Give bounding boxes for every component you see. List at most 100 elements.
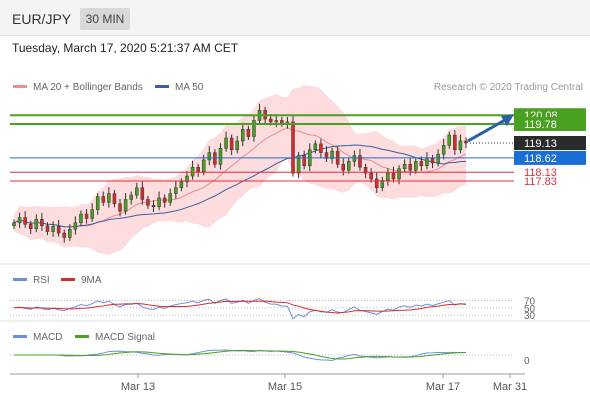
candle-body [386,172,390,181]
candle-body [246,128,251,137]
ma50-line [13,144,467,228]
candle-body [441,145,446,155]
candle-body [196,167,200,172]
pivot-tag-text: 118.62 [524,153,557,165]
candle-body [90,209,94,219]
candle-body [179,181,184,188]
candle-body [447,134,452,146]
candle-body [123,199,128,212]
x-tick-label: Mar 17 [426,381,460,393]
candle-body [73,222,78,230]
candle-body [453,134,457,150]
candle-body [374,178,379,188]
resistance-tag-2: 119.78 [514,116,586,131]
candle-body [313,143,318,150]
candle-body [296,155,301,174]
current-price-tag: 119.13 [514,135,586,150]
candle-body [51,226,55,232]
current-price-tag-box [514,135,586,150]
level-lines [10,114,514,182]
macd-signal-legend-swatch [75,335,89,338]
candle-body [162,197,167,203]
ma50-legend-label: MA 50 [175,82,204,93]
candle-body [101,196,106,203]
resistance-tag-2-text: 119.78 [524,119,557,131]
candle-body [135,187,139,196]
candle-body [430,158,435,164]
candle-body [280,120,284,124]
candle-body [341,164,345,171]
credit-label: Research © 2020 Trading Central [434,82,583,93]
resistance-tag-2-box [514,116,586,131]
candle-body [274,120,279,123]
candle-body [157,197,161,207]
candle-body [95,196,100,210]
ma20-line [13,127,467,228]
candle-body [146,199,150,206]
candle-body [56,226,61,234]
candle-body [391,172,396,180]
candle-body [118,203,122,212]
candle-body [402,164,407,169]
candle-body [84,213,89,219]
rsi-level-label: 30 [524,311,536,322]
candle-body [363,167,368,174]
ma20-legend-label: MA 20 + Bollinger Bands [33,82,143,93]
macd-legend-swatch [13,335,27,338]
candle-body [174,187,178,194]
bollinger-band [14,85,466,255]
rsi-level-label: 50 [524,304,536,315]
candle-body [45,225,50,232]
x-tick-label: Mar 31 [493,381,527,393]
candle-body [252,120,256,137]
candle-body [436,153,440,164]
rsi-ma-line [13,300,467,314]
candle-body [62,232,66,238]
candle-body [107,193,111,203]
rsi-legend-swatch [13,278,27,281]
candle-body [23,217,27,225]
macd-signal-line [14,349,467,360]
macd-plot: 0 [10,349,530,367]
projection-arrow [467,115,511,143]
candle-body [425,158,429,167]
macd-signal-legend-label: MACD Signal [95,332,155,343]
x-axis-ticks: Mar 13 Mar 15 Mar 17 Mar 31 [121,374,527,393]
candle-body [330,150,334,159]
candle-body [358,155,362,168]
candle-body [168,193,172,203]
rsi-level-label: 70 [524,297,536,308]
candle-body [291,121,295,174]
candle-body [224,137,228,149]
candle-body [302,155,306,167]
candle-body [129,194,133,200]
support-tag-1: 118.13 [524,167,557,179]
candle-body [324,152,329,159]
macd-zero-label: 0 [524,356,530,367]
candle-body [218,148,223,165]
x-tick-label: Mar 15 [268,381,302,393]
candle-body [319,143,323,153]
candle-body [241,128,245,142]
candle-body [185,175,189,183]
candle-body [352,155,357,162]
rsi-ma-legend-swatch [61,278,75,281]
candle-body [112,193,117,205]
top-bar: EUR/JPY 30 MIN [0,0,590,36]
candle-body [213,152,217,165]
x-tick-label: Mar 13 [121,381,155,393]
ma50-legend-swatch [155,85,169,88]
pivot-tag: 118.62 [514,150,586,165]
candle-body [347,161,351,171]
current-price-tag-text: 119.13 [524,138,557,150]
ma20-legend-swatch [13,85,27,88]
candle-body [151,205,156,207]
timeframe-button[interactable]: 30 MIN [80,8,130,30]
candle-body [12,222,16,227]
candle-body [190,167,195,177]
support-tag-2: 117.83 [524,176,557,188]
candle-body [79,213,83,224]
